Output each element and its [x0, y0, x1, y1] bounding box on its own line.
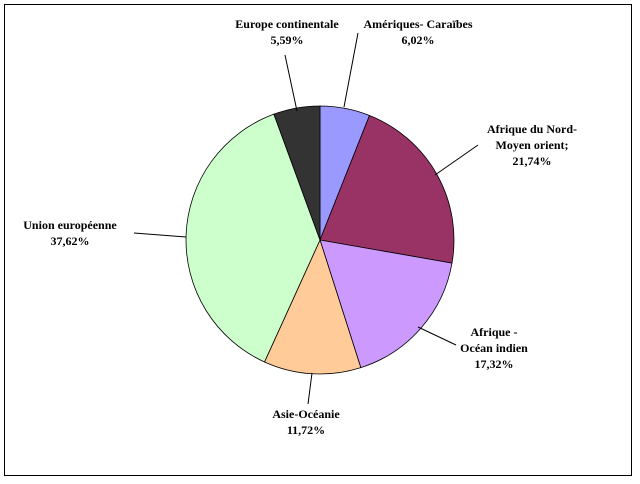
- data-label-name-asie-oceanie: Asie-Océanie: [272, 407, 340, 421]
- data-label-value-union-europeenne: 37,62%: [51, 234, 90, 248]
- data-label-name-afrique-du-nord-moyen-orient: Moyen orient;: [496, 138, 569, 152]
- leader-line-afrique-du-nord-moyen-orient: [434, 144, 479, 176]
- data-label-name-afrique-ocean-indien: Océan indien: [460, 341, 528, 355]
- data-label-value-europe-continentale: 5,59%: [271, 33, 304, 47]
- leader-line-asie-oceanie: [307, 372, 313, 405]
- leader-line-europe-continentale: [284, 54, 298, 112]
- data-label-name-afrique-ocean-indien: Afrique -: [471, 325, 518, 339]
- data-label-name-europe-continentale: Europe continentale: [235, 17, 339, 31]
- leader-line-afrique-ocean-indien: [417, 326, 457, 346]
- data-label-name-ameriques-caraibes: Amériques- Caraïbes: [364, 17, 473, 31]
- leader-line-union-europeenne: [133, 232, 187, 238]
- data-label-value-afrique-du-nord-moyen-orient: 21,74%: [513, 154, 552, 168]
- data-label-name-union-europeenne: Union européenne: [23, 218, 117, 232]
- data-label-name-afrique-du-nord-moyen-orient: Afrique du Nord-: [487, 122, 577, 136]
- pie-slice-union-europeenne: [185, 113, 321, 363]
- pie-slice-afrique-du-nord-moyen-orient: [319, 114, 455, 264]
- data-label-value-afrique-ocean-indien: 17,32%: [475, 357, 514, 371]
- data-label-value-asie-oceanie: 11,72%: [287, 423, 325, 437]
- data-label-value-ameriques-caraibes: 6,02%: [402, 33, 435, 47]
- leader-line-ameriques-caraibes: [343, 32, 359, 108]
